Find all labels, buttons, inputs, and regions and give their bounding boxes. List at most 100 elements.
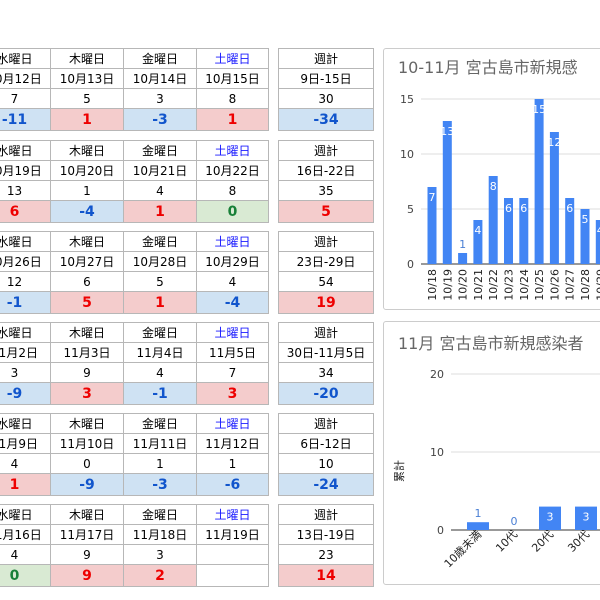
- y-tick-label: 10: [400, 148, 414, 161]
- bar: [549, 132, 559, 264]
- chart-title: 11月 宮古島市新規感染者: [398, 334, 583, 353]
- total-diff-cell: 19: [278, 291, 374, 314]
- weekday-header: 金曜日: [123, 322, 197, 343]
- total-cell: 10: [278, 453, 374, 474]
- weekday-header: 土曜日: [196, 413, 269, 434]
- range-cell: 30日-11月5日: [278, 342, 374, 363]
- count-cell: 5: [123, 271, 197, 292]
- diff-cell: -9: [0, 382, 51, 405]
- weekday-header: 金曜日: [123, 140, 197, 161]
- weekday-header: 金曜日: [123, 48, 197, 69]
- diff-cell: 0: [196, 200, 269, 223]
- y-tick-label: 20: [430, 368, 444, 381]
- bar: [467, 522, 489, 530]
- value-label: 1: [459, 238, 466, 251]
- diff-cell: 1: [50, 108, 124, 131]
- bar: [473, 220, 483, 264]
- bar: [575, 506, 597, 530]
- y-tick-label: 5: [407, 203, 414, 216]
- chart: 10-11月 宮古島市新規感 0 5 10 15 10/18 7 10/19 13 10/20 1 1…: [398, 58, 600, 301]
- diff-cell: 0: [0, 564, 51, 587]
- range-cell: 16日-22日: [278, 160, 374, 181]
- total-header: 週計: [278, 48, 374, 69]
- diff-cell: [196, 564, 269, 587]
- bar: [519, 198, 529, 264]
- bar: [539, 506, 561, 530]
- range-cell: 6日-12日: [278, 433, 374, 454]
- weekday-header: 木曜日: [50, 231, 124, 252]
- count-cell: 3: [123, 544, 197, 565]
- total-diff-cell: 14: [278, 564, 374, 587]
- date-cell: 11月9日: [0, 433, 51, 454]
- total-cell: 34: [278, 362, 374, 383]
- total-header: 週計: [278, 413, 374, 434]
- count-cell: 12: [0, 271, 51, 292]
- count-cell: 1: [196, 453, 269, 474]
- range-cell: 13日-19日: [278, 524, 374, 545]
- x-tick-label: 20代: [529, 528, 556, 555]
- count-cell: [196, 544, 269, 565]
- count-cell: 0: [50, 453, 124, 474]
- range-cell: 9日-15日: [278, 68, 374, 89]
- count-cell: 4: [0, 544, 51, 565]
- bar: [534, 99, 544, 264]
- diff-cell: -4: [50, 200, 124, 223]
- diff-cell: -9: [50, 473, 124, 496]
- total-diff-cell: -20: [278, 382, 374, 405]
- date-cell: 11月10日: [50, 433, 124, 454]
- count-cell: 1: [123, 453, 197, 474]
- total-header: 週計: [278, 140, 374, 161]
- date-cell: 10月14日: [123, 68, 197, 89]
- weekday-header: 土曜日: [196, 231, 269, 252]
- count-cell: 7: [0, 88, 51, 109]
- y-tick-label: 15: [400, 93, 414, 106]
- date-cell: 10月27日: [50, 251, 124, 272]
- value-label: 3: [547, 511, 554, 524]
- weekday-header: 水曜日: [0, 231, 51, 252]
- date-cell: 10月19日: [0, 160, 51, 181]
- weekday-header: 金曜日: [123, 231, 197, 252]
- bar: [595, 220, 600, 264]
- value-label: 15: [532, 103, 546, 116]
- date-cell: 10月21日: [123, 160, 197, 181]
- date-cell: 10月29日: [196, 251, 269, 272]
- count-cell: 13: [0, 180, 51, 201]
- x-tick-label: 10/22: [487, 269, 500, 301]
- value-label: 6: [566, 202, 573, 215]
- x-tick-label: 10代: [493, 528, 520, 555]
- date-cell: 10月15日: [196, 68, 269, 89]
- count-cell: 8: [196, 88, 269, 109]
- diff-cell: 1: [196, 108, 269, 131]
- count-cell: 9: [50, 362, 124, 383]
- total-cell: 54: [278, 271, 374, 292]
- date-cell: 10月26日: [0, 251, 51, 272]
- weekday-header: 金曜日: [123, 504, 197, 525]
- weekday-header: 木曜日: [50, 504, 124, 525]
- bar: [580, 209, 590, 264]
- x-tick-label: 10/20: [457, 269, 470, 301]
- y-tick-label: 0: [407, 258, 414, 271]
- value-label: 4: [474, 224, 481, 237]
- x-tick-label: 10/21: [472, 269, 485, 301]
- bar: [458, 253, 468, 264]
- total-diff-cell: -24: [278, 473, 374, 496]
- total-diff-cell: -34: [278, 108, 374, 131]
- diff-cell: -3: [123, 473, 197, 496]
- date-cell: 10月13日: [50, 68, 124, 89]
- range-cell: 23日-29日: [278, 251, 374, 272]
- diff-cell: -3: [123, 108, 197, 131]
- weekday-header: 土曜日: [196, 322, 269, 343]
- count-cell: 7: [196, 362, 269, 383]
- weekday-header: 水曜日: [0, 413, 51, 434]
- total-header: 週計: [278, 322, 374, 343]
- chart-card: 11月 宮古島市新規感染者 累計 0 10 20 10歳未満 1 10代 0 20代 3 30代 3: [383, 321, 600, 585]
- date-cell: 10月12日: [0, 68, 51, 89]
- diff-cell: 9: [50, 564, 124, 587]
- diff-cell: -1: [123, 382, 197, 405]
- bar: [504, 198, 513, 264]
- value-label: 4: [597, 224, 600, 237]
- value-label: 0: [511, 515, 518, 528]
- weekday-header: 金曜日: [123, 413, 197, 434]
